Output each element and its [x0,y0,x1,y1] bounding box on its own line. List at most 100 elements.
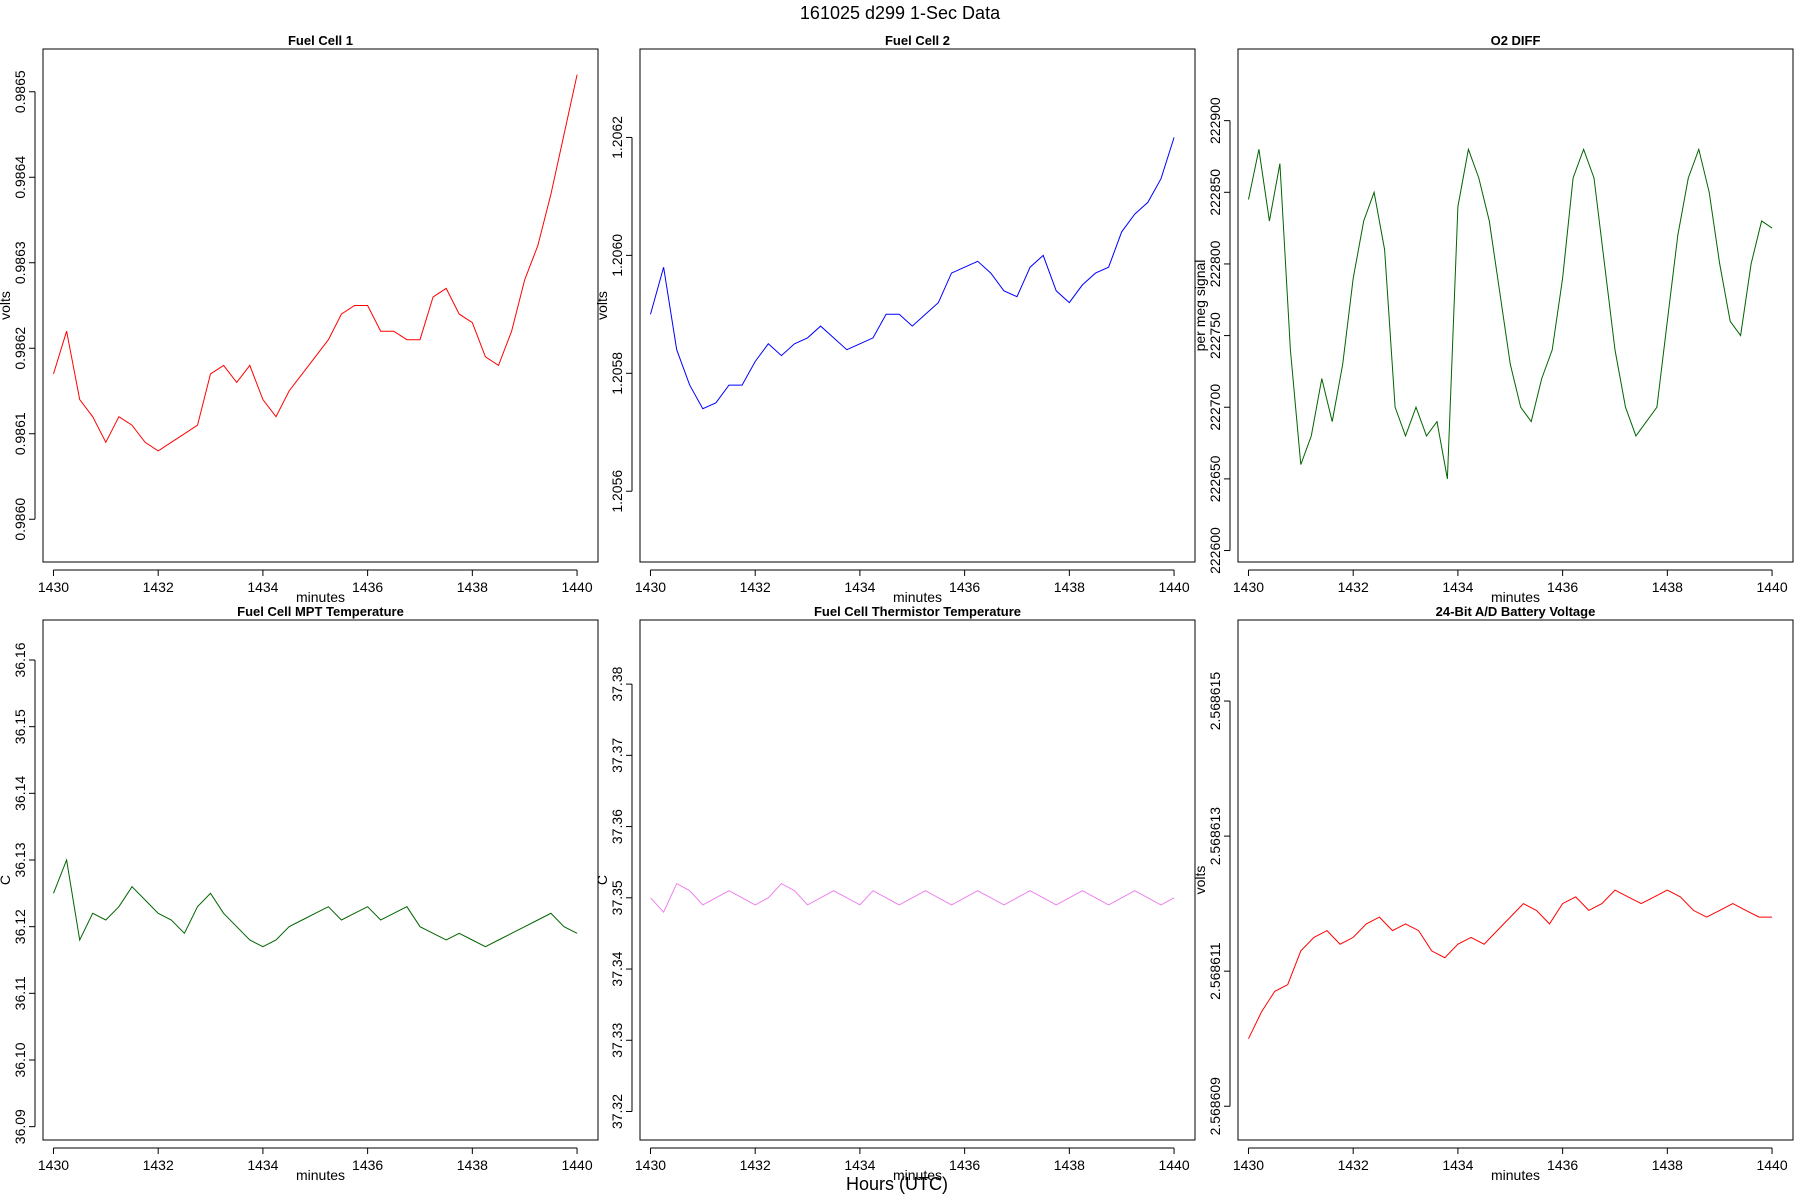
x-axis-label: minutes [893,589,942,605]
panel-title: Fuel Cell 2 [885,33,950,48]
plot-frame [42,619,599,1141]
panels: Fuel Cell 1 1430 1432 1434 1436 1438 1440 minut… [0,33,1794,1183]
y-tick-label: 36.15 [12,709,28,744]
x-tick-label: 1432 [143,579,174,595]
y-tick-label: 37.33 [609,1023,625,1058]
x-axis-label: minutes [1491,589,1540,605]
y-axis-label: volts [594,291,610,320]
x-tick-label: 1430 [38,579,69,595]
x-tick-label: 1436 [949,1157,980,1173]
y-tick-label: 222600 [1207,527,1223,574]
y-axis-label: C [0,875,13,885]
x-tick-label: 1430 [635,1157,666,1173]
y-tick-label: 37.35 [609,880,625,915]
x-tick-label: 1432 [1338,579,1369,595]
x-tick-label: 1432 [740,579,771,595]
x-tick-label: 1440 [1158,579,1189,595]
x-tick-label: 1440 [1756,1157,1787,1173]
y-tick-label: 1.2060 [609,234,625,277]
y-tick-label: 222800 [1207,240,1223,287]
x-tick-label: 1440 [561,579,592,595]
y-axis-label: per meg signal [1192,260,1208,352]
y-tick-label: 2.568615 [1207,672,1223,731]
x-tick-label: 1438 [1652,1157,1683,1173]
x-tick-label: 1430 [38,1157,69,1173]
x-tick-label: 1436 [352,1157,383,1173]
y-tick-label: 36.16 [12,642,28,677]
panel-title: 24-Bit A/D Battery Voltage [1436,604,1596,619]
x-tick-label: 1434 [1442,579,1473,595]
y-tick-label: 37.38 [609,666,625,701]
x-tick-label: 1430 [1233,579,1264,595]
y-tick-label: 37.36 [609,809,625,844]
x-axis-label: minutes [1491,1167,1540,1183]
y-tick-label: 1.2056 [609,470,625,513]
y-tick-label: 2.568609 [1207,1077,1223,1136]
y-tick-label: 222750 [1207,312,1223,359]
y-tick-label: 0.9860 [12,498,28,541]
panel-6: 24-Bit A/D Battery Voltage 1430 1432 1434 14… [1192,604,1794,1183]
y-tick-label: 1.2062 [609,116,625,159]
x-axis-label: minutes [296,589,345,605]
figure-title: 161025 d299 1-Sec Data [800,3,1001,23]
y-tick-label: 222700 [1207,384,1223,431]
x-tick-label: 1434 [844,1157,875,1173]
series-line [53,858,578,948]
panel-title: Fuel Cell 1 [288,33,353,48]
x-tick-label: 1432 [740,1157,771,1173]
y-axis-label: C [594,875,610,885]
y-tick-label: 36.09 [12,1109,28,1144]
panel-3: O2 DIFF 1430 1432 1434 1436 1438 1440 minutes 22… [1192,33,1794,605]
x-tick-label: 1432 [143,1157,174,1173]
x-tick-label: 1438 [1054,579,1085,595]
panel-5: Fuel Cell Thermistor Temperature 1430 1432… [594,604,1196,1183]
y-axis-label: volts [1192,866,1208,895]
x-tick-label: 1436 [1547,579,1578,595]
panel-2: Fuel Cell 2 1430 1432 1434 1436 1438 1440 minut… [594,33,1196,605]
x-tick-label: 1430 [1233,1157,1264,1173]
y-tick-label: 0.9863 [12,241,28,284]
y-tick-label: 36.10 [12,1042,28,1077]
panel-title: Fuel Cell MPT Temperature [237,604,404,619]
y-axis-label: volts [0,291,13,320]
x-tick-label: 1436 [1547,1157,1578,1173]
y-tick-label: 222850 [1207,169,1223,216]
x-tick-label: 1438 [1054,1157,1085,1173]
y-tick-label: 2.568613 [1207,807,1223,866]
series-line [650,137,1175,410]
panel-1: Fuel Cell 1 1430 1432 1434 1436 1438 1440 minut… [0,33,599,605]
y-tick-label: 37.37 [609,738,625,773]
x-axis-label: minutes [893,1167,942,1183]
x-tick-label: 1430 [635,579,666,595]
y-tick-label: 0.9861 [12,412,28,455]
plot-frame [42,48,599,563]
y-tick-label: 37.34 [609,951,625,986]
x-tick-label: 1440 [561,1157,592,1173]
figure-xlabel: Hours (UTC) [846,1174,948,1194]
y-tick-label: 0.9865 [12,70,28,113]
x-tick-label: 1434 [1442,1157,1473,1173]
y-tick-label: 36.13 [12,842,28,877]
plot-frame [1237,48,1794,563]
y-tick-label: 222650 [1207,455,1223,502]
y-tick-label: 2.568611 [1207,942,1223,1000]
y-tick-label: 222900 [1207,97,1223,144]
y-tick-label: 0.9864 [12,156,28,199]
x-tick-label: 1434 [844,579,875,595]
plot-frame [639,619,1196,1141]
x-tick-label: 1432 [1338,1157,1369,1173]
x-tick-label: 1434 [247,579,278,595]
y-tick-label: 36.12 [12,909,28,944]
x-tick-label: 1434 [247,1157,278,1173]
x-tick-label: 1438 [457,1157,488,1173]
y-tick-label: 0.9862 [12,327,28,370]
x-tick-label: 1440 [1158,1157,1189,1173]
x-tick-label: 1438 [457,579,488,595]
panel-title: Fuel Cell Thermistor Temperature [814,604,1021,619]
series-line [1248,147,1773,479]
series-line [650,882,1175,913]
x-tick-label: 1436 [949,579,980,595]
y-tick-label: 36.14 [12,776,28,811]
y-tick-label: 37.32 [609,1094,625,1129]
panel-4: Fuel Cell MPT Temperature 1430 1432 1434 143… [0,604,599,1183]
